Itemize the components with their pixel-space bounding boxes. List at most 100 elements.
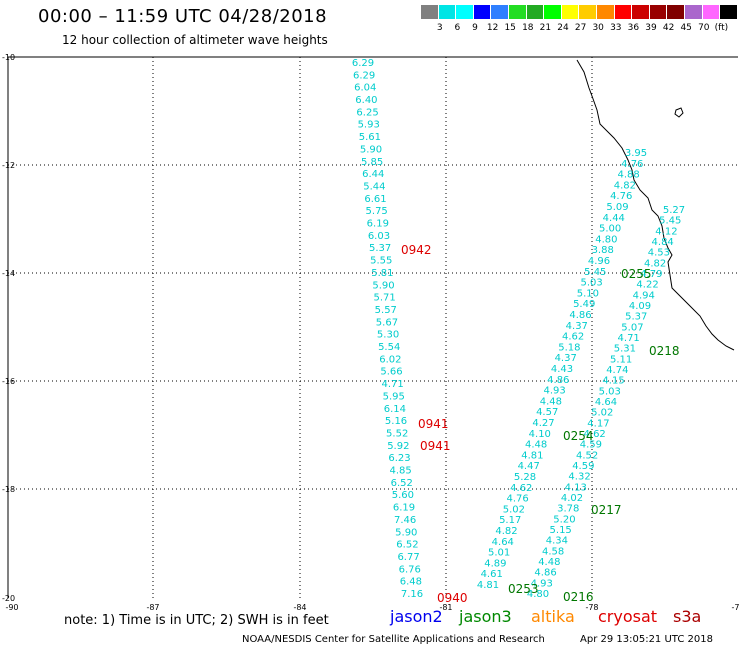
color-scale-label: 36: [627, 23, 640, 33]
wave-height-label: 5.90: [395, 527, 417, 538]
wave-height-label: 6.04: [354, 83, 376, 94]
wave-height-label: 4.13: [565, 482, 587, 493]
x-tick-label: -75: [731, 603, 740, 612]
wave-height-label: 4.48: [525, 440, 547, 451]
wave-height-label: 4.43: [551, 364, 573, 375]
wave-height-label: 5.00: [599, 224, 621, 235]
color-swatch: [509, 5, 527, 19]
wave-height-label: 5.60: [392, 490, 414, 501]
legend-s3a: s3a: [673, 607, 702, 626]
wave-height-label: 5.81: [371, 268, 393, 279]
wave-height-label: 4.96: [588, 256, 610, 267]
color-scale-label: 33: [610, 23, 622, 33]
wave-height-label: 5.03: [599, 386, 621, 397]
wave-height-label: 6.61: [364, 194, 386, 205]
pass-time-label: 0942: [401, 243, 432, 257]
wave-height-label: 4.02: [561, 493, 583, 504]
y-tick-label: -12: [2, 161, 15, 170]
legend-jason2: jason2: [390, 607, 443, 626]
wave-height-label: 5.02: [591, 408, 613, 419]
legend-jason3: jason3: [459, 607, 512, 626]
pass-time-label: 0218: [649, 344, 680, 358]
wave-height-label: 6.19: [367, 219, 389, 230]
x-tick-label: -90: [5, 603, 18, 612]
wave-height-label: 4.64: [492, 537, 514, 548]
color-scale-label: 39: [645, 23, 657, 33]
wave-height-label: 3.95: [625, 148, 647, 159]
wave-height-label: 4.81: [477, 580, 499, 591]
wave-height-label: 6.52: [396, 540, 418, 551]
color-swatch: [421, 5, 439, 19]
wave-height-label: 4.53: [648, 248, 670, 259]
color-scale-label: 42: [662, 23, 675, 33]
pass-time-label: 0216: [563, 590, 594, 604]
wave-height-label: 5.27: [663, 205, 685, 216]
wave-height-label: 4.27: [532, 418, 554, 429]
wave-height-label: 5.66: [380, 367, 402, 378]
wave-height-label: 5.30: [377, 330, 399, 341]
wave-height-label: 4.86: [547, 375, 569, 386]
wave-height-label: 6.23: [388, 453, 410, 464]
wave-height-label: 4.34: [546, 536, 568, 547]
color-scale-label: 45: [680, 23, 692, 33]
wave-height-label: 4.74: [606, 365, 628, 376]
x-tick-label: -87: [146, 603, 159, 612]
wave-height-label: 6.52: [391, 478, 413, 489]
wave-height-label: 4.48: [538, 557, 560, 568]
wave-height-label: 4.82: [644, 258, 666, 269]
wave-height-label: 4.58: [542, 546, 564, 557]
wave-height-label: 5.45: [659, 216, 681, 227]
wave-height-label: 6.48: [400, 577, 422, 588]
wave-height-label: 4.93: [531, 578, 553, 589]
wave-height-label: 4.10: [529, 429, 551, 440]
wave-height-label: 5.09: [606, 202, 628, 213]
wave-height-label: 5.10: [577, 288, 599, 299]
color-swatch: [561, 5, 580, 19]
wave-height-label: 4.59: [572, 461, 594, 472]
wave-height-label: 5.37: [625, 312, 647, 323]
y-tick-label: -20: [2, 594, 15, 603]
x-tick-label: -84: [293, 603, 306, 612]
wave-height-label: 4.76: [621, 159, 643, 170]
wave-height-label: 5.02: [503, 504, 525, 515]
wave-height-label: 6.29: [353, 70, 375, 81]
wave-height-label: 4.62: [584, 429, 606, 440]
pass-time-label: 0255: [621, 267, 652, 281]
wave-height-label: 4.84: [652, 237, 674, 248]
color-scale-label: 21: [539, 23, 552, 33]
wave-height-label: 4.71: [618, 333, 640, 344]
wave-height-label: 5.01: [488, 548, 510, 559]
wave-height-label: 5.37: [369, 243, 391, 254]
wave-height-label: 5.90: [372, 280, 394, 291]
color-swatch: [456, 5, 474, 19]
wave-height-label: 5.18: [558, 342, 580, 353]
wave-height-label: 4.37: [555, 353, 577, 364]
wave-height-label: 5.61: [359, 132, 381, 143]
wave-height-label: 6.77: [397, 552, 419, 563]
y-tick-label: -16: [2, 377, 15, 386]
color-swatch: [720, 5, 738, 19]
pass-time-label: 0941: [418, 417, 449, 431]
color-swatch: [544, 5, 562, 19]
wave-height-label: 4.82: [614, 180, 636, 191]
wave-height-label: 5.11: [610, 354, 632, 365]
x-tick-label: -81: [439, 603, 452, 612]
wave-height-label: 4.80: [527, 589, 549, 600]
wave-height-label: 4.62: [510, 483, 532, 494]
pass-time-label: 0254: [563, 429, 594, 443]
color-swatch: [649, 5, 668, 19]
color-scale-label: 6: [454, 23, 461, 33]
y-tick-label: -14: [2, 269, 15, 278]
wave-height-label: 4.15: [602, 376, 624, 387]
wave-height-label: 3.78: [557, 504, 579, 515]
color-swatch: [614, 5, 633, 19]
wave-height-label: 4.61: [481, 569, 503, 580]
wave-height-label: 4.12: [655, 226, 677, 237]
wave-height-label: 5.31: [614, 344, 636, 355]
legend-altika: altika: [531, 607, 575, 626]
color-scale-label: 24: [557, 23, 569, 33]
wave-height-label: 4.89: [484, 558, 506, 569]
color-swatch: [579, 5, 597, 19]
color-swatch: [667, 5, 685, 19]
